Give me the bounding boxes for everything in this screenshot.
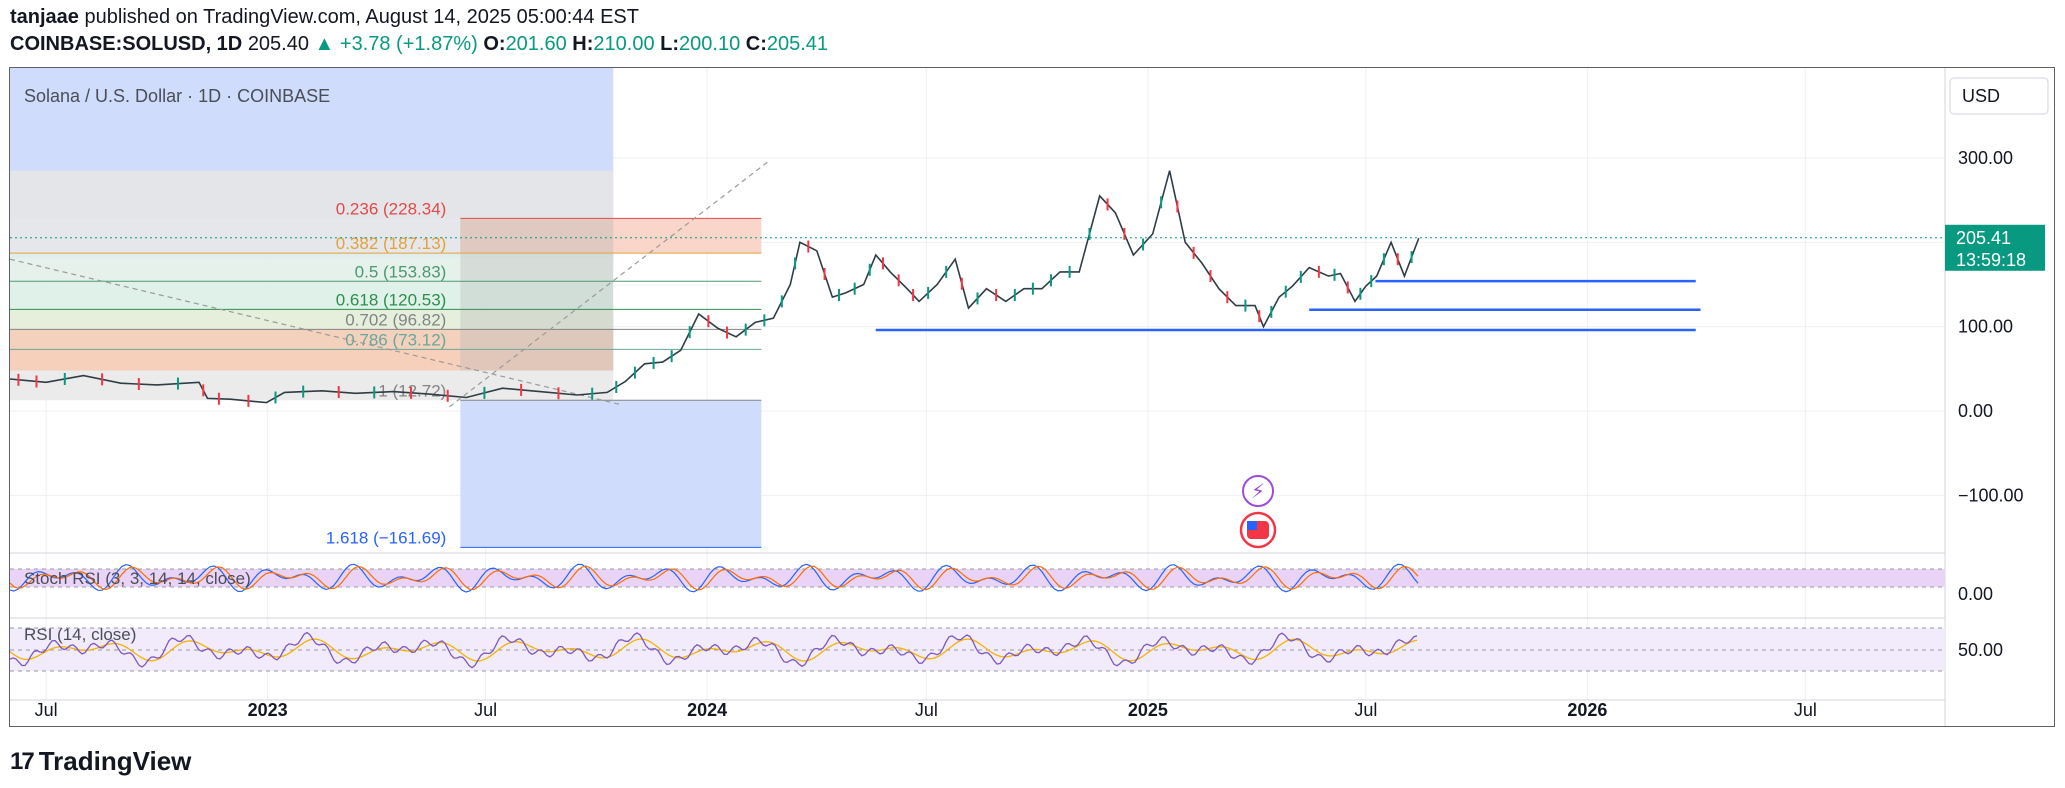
fib-level-label: 0.618 (120.53) bbox=[336, 290, 447, 309]
stoch-band bbox=[10, 569, 1945, 587]
close-value: 205.41 bbox=[766, 33, 829, 55]
stoch-axis-label: 0.00 bbox=[1958, 584, 1993, 604]
stoch-d-line bbox=[9, 565, 1419, 591]
chart-frame bbox=[9, 67, 2055, 727]
time-tick-label: 2023 bbox=[248, 700, 288, 720]
low-label: L: bbox=[660, 33, 680, 55]
time-tick-label: Jul bbox=[915, 700, 938, 720]
time-tick-label: 2025 bbox=[1128, 700, 1168, 720]
symbol-ohlc-bar: COINBASE:SOLUSD, 1D 205.40 ▲ +3.78 (+1.8… bbox=[10, 33, 828, 56]
price-tick-label: 0.00 bbox=[1958, 401, 1993, 421]
price-change: ▲ +3.78 (+1.87%) bbox=[314, 33, 478, 55]
rsi-label: RSI (14, close) bbox=[24, 625, 136, 644]
fib-band-red bbox=[460, 218, 762, 254]
time-tick-label: 2024 bbox=[687, 700, 727, 720]
high-value: 210.00 bbox=[593, 33, 655, 55]
fib-band bbox=[10, 281, 614, 310]
symbol-label[interactable]: COINBASE:SOLUSD, 1D bbox=[10, 33, 243, 55]
time-tick-label: Jul bbox=[1354, 700, 1377, 720]
price-tick-label: −100.00 bbox=[1958, 485, 2024, 505]
tradingview-brand[interactable]: 17 TradingView bbox=[10, 746, 191, 777]
time-tick-label: 2026 bbox=[1567, 700, 1607, 720]
fib-band bbox=[10, 309, 614, 330]
time-tick-label: Jul bbox=[1794, 700, 1817, 720]
tradingview-logo-icon: 17 bbox=[10, 747, 35, 775]
publish-info: tanjaae published on TradingView.com, Au… bbox=[10, 6, 639, 29]
blue-zone-bottom bbox=[460, 400, 762, 548]
fib-level-label: 1.618 (−161.69) bbox=[326, 528, 447, 547]
bolt-event-icon bbox=[1242, 475, 1274, 507]
price-tick-label: 100.00 bbox=[1958, 317, 2013, 337]
currency-button bbox=[1949, 77, 2049, 115]
fib-level-label: 1 (12.72) bbox=[378, 381, 446, 400]
open-label: O: bbox=[483, 33, 506, 55]
fib-level-label: 0.5 (153.83) bbox=[355, 262, 447, 281]
stoch-label: Stoch RSI (3, 3, 14, 14, close) bbox=[24, 569, 251, 588]
fib-level-label: 0.382 (187.13) bbox=[336, 234, 447, 253]
rsi-line bbox=[9, 631, 1418, 669]
fib-level-label: 0.702 (96.82) bbox=[345, 310, 446, 329]
fib-overlap bbox=[460, 218, 614, 371]
chart-canvas[interactable]: 0.236 (228.34) 0.382 (187.13) 0.5 (153.83)… bbox=[0, 0, 2065, 740]
current-price-value: 205.41 bbox=[1956, 228, 2011, 248]
fib-band bbox=[10, 253, 614, 282]
fib-band-orange bbox=[10, 329, 614, 371]
low-value: 200.10 bbox=[679, 33, 741, 55]
chart-title: Solana / U.S. Dollar · 1D · COINBASE bbox=[24, 86, 330, 106]
fib-band bbox=[10, 170, 614, 219]
open-value: 201.60 bbox=[505, 33, 567, 55]
fib-extension-line bbox=[449, 161, 768, 408]
bar-countdown: 13:59:18 bbox=[1956, 250, 2026, 270]
fib-level-label: 0.236 (228.34) bbox=[336, 199, 447, 218]
time-tick-label: Jul bbox=[35, 700, 58, 720]
us-flag-canton-icon bbox=[1247, 521, 1257, 530]
high-label: H: bbox=[572, 33, 594, 55]
currency-label: USD bbox=[1962, 86, 2000, 106]
time-tick-label: Jul bbox=[474, 700, 497, 720]
bolt-event-glyph-icon: ⚡ bbox=[1251, 479, 1265, 503]
close-label: C: bbox=[745, 33, 767, 55]
price-tick-label: 300.00 bbox=[1958, 148, 2013, 168]
current-price-badge bbox=[1945, 224, 2045, 271]
last-price: 205.40 bbox=[247, 33, 309, 55]
publish-text: published on TradingView.com, August 14,… bbox=[84, 6, 639, 28]
author-name[interactable]: tanjaae bbox=[10, 6, 79, 28]
brand-name: TradingView bbox=[38, 746, 192, 776]
rsi-axis-label: 50.00 bbox=[1958, 640, 2003, 660]
